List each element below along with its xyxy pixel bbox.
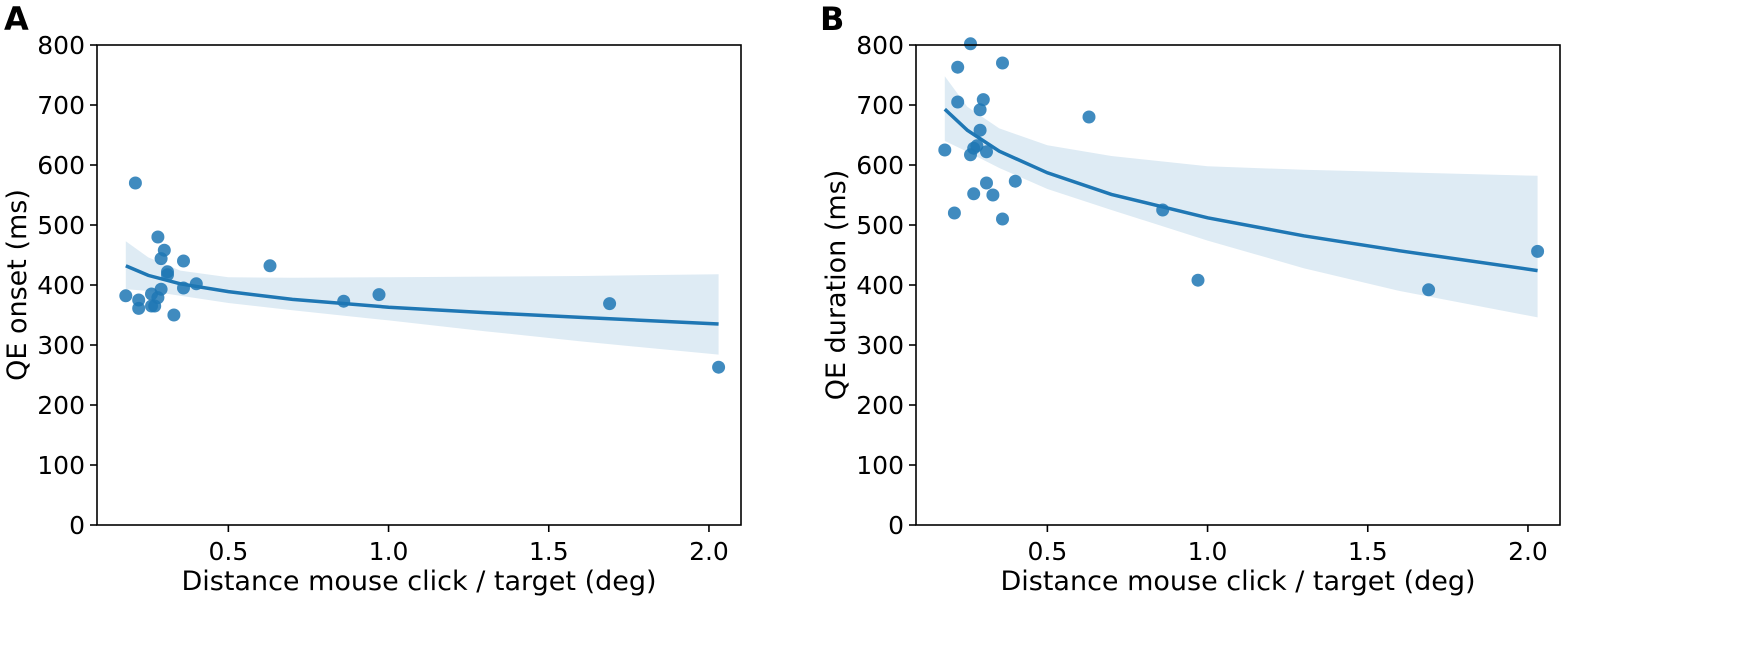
x-tick-label: 2.0	[689, 537, 729, 566]
panel-b: B 0 100 200 300 400 500 600 700 800 0.5 1.0 1.5 2.0 Di…	[820, 0, 1561, 597]
y-tick-label: 600	[37, 151, 85, 180]
data-point	[177, 281, 190, 295]
data-point	[154, 282, 168, 296]
x-tick-label: 1.0	[1188, 537, 1228, 566]
x-tick-label: 2.0	[1508, 537, 1548, 566]
data-point	[1156, 203, 1170, 217]
y-tick-label: 500	[856, 211, 904, 240]
data-point	[973, 123, 987, 137]
data-point	[951, 95, 965, 109]
regression-line	[125, 264, 719, 326]
data-point	[128, 176, 142, 190]
data-point	[157, 243, 171, 257]
y-tick-label: 0	[69, 511, 85, 540]
y-tick-label: 300	[37, 331, 85, 360]
data-point	[973, 103, 987, 117]
data-point	[119, 289, 133, 303]
confidence-band	[944, 76, 1538, 318]
data-point	[1531, 244, 1545, 258]
data-point	[996, 212, 1009, 226]
data-point	[986, 188, 1000, 202]
x-tick-label: 0.5	[208, 537, 248, 566]
data-point	[964, 37, 977, 51]
data-point	[603, 297, 617, 311]
data-point	[263, 259, 277, 273]
data-point	[189, 277, 203, 291]
y-tick-label: 300	[856, 331, 904, 360]
y-tick-label: 200	[37, 391, 85, 420]
x-axis-label: Distance mouse click / target (deg)	[1000, 566, 1475, 597]
y-tick-label: 400	[37, 271, 85, 300]
data-point	[372, 288, 386, 302]
regression-line	[943, 107, 1538, 273]
y-tick-label: 700	[37, 91, 85, 120]
data-point	[167, 308, 181, 322]
data-point	[976, 93, 990, 107]
y-tick-label: 400	[856, 271, 904, 300]
data-point	[1191, 273, 1205, 287]
data-point	[980, 145, 993, 159]
panel-a: A 0 100 200 300 400 500 600 700 800 0.5 1.0 1.5 2.0 Di…	[2, 0, 742, 597]
data-point	[712, 360, 726, 374]
data-point	[951, 60, 965, 74]
y-tick-label: 100	[856, 451, 904, 480]
y-axis-label: QE onset (ms)	[2, 189, 33, 381]
y-tick-label: 100	[37, 451, 85, 480]
y-tick-label: 800	[856, 31, 904, 60]
data-point	[970, 139, 984, 153]
y-tick-label: 800	[37, 31, 85, 60]
y-tick-label: 700	[856, 91, 904, 120]
x-tick-label: 0.5	[1027, 537, 1067, 566]
data-point	[151, 230, 165, 244]
y-tick-label: 0	[888, 511, 904, 540]
data-point	[132, 301, 146, 315]
data-point	[1082, 110, 1096, 124]
y-tick-label: 200	[856, 391, 904, 420]
confidence-band	[125, 241, 719, 355]
x-tick-label: 1.5	[1348, 537, 1388, 566]
data-point	[938, 143, 952, 157]
x-axis-label: Distance mouse click / target (deg)	[181, 566, 656, 597]
y-axis-label: QE duration (ms)	[821, 170, 852, 401]
data-point	[947, 206, 961, 220]
data-point	[1008, 174, 1022, 188]
x-tick-label: 1.5	[529, 537, 569, 566]
data-point	[337, 294, 351, 308]
data-point	[177, 254, 190, 268]
panel-letter: A	[4, 0, 29, 38]
x-tick-label: 1.0	[369, 537, 409, 566]
y-tick-label: 600	[856, 151, 904, 180]
data-point	[980, 176, 993, 190]
y-tick-label: 500	[37, 211, 85, 240]
data-point	[996, 56, 1009, 70]
panel-letter: B	[820, 0, 844, 38]
data-point	[161, 268, 174, 282]
data-point	[967, 187, 981, 201]
data-point	[1422, 283, 1436, 297]
